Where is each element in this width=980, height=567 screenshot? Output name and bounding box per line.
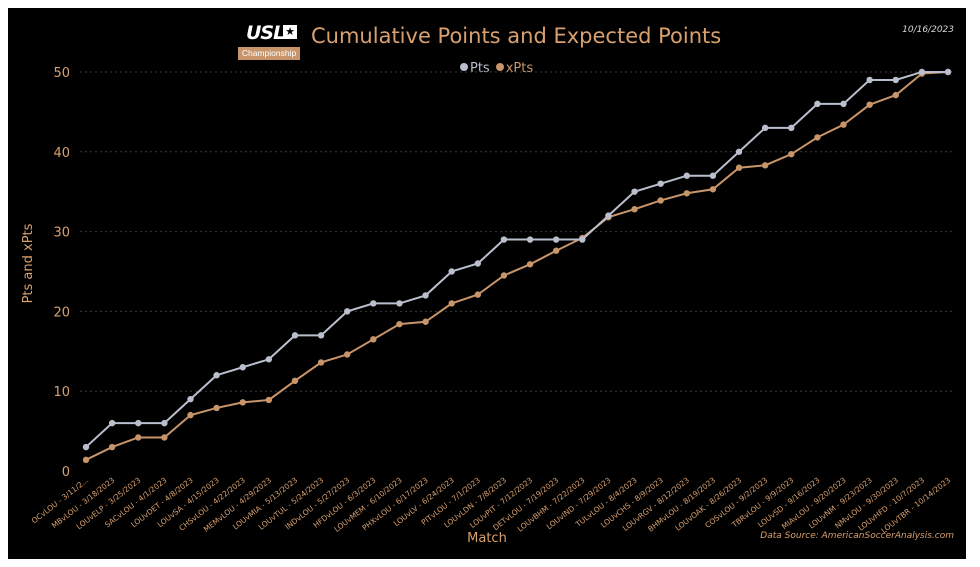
y-tick-label: 40 xyxy=(53,146,70,161)
data-point-pts xyxy=(135,419,142,427)
data-point-xpts xyxy=(370,336,377,343)
data-point-pts xyxy=(735,148,743,155)
data-point-xpts xyxy=(866,101,873,108)
y-tick-label: 10 xyxy=(53,385,70,400)
legend-item-pts: Pts xyxy=(460,61,490,76)
data-point-pts xyxy=(918,68,926,76)
chart-title: Cumulative Points and Expected Points xyxy=(311,24,722,48)
data-point-xpts xyxy=(657,197,664,204)
data-point-pts xyxy=(631,188,638,195)
data-point-pts xyxy=(526,236,534,243)
usl-logo-text: USL xyxy=(246,22,285,44)
data-point-pts xyxy=(814,100,821,108)
legend-dot-icon xyxy=(460,63,468,71)
data-point-xpts xyxy=(709,186,717,193)
data-point-pts xyxy=(657,180,664,187)
data-point-pts xyxy=(187,395,194,403)
data-point-pts xyxy=(213,372,220,379)
y-tick-label: 0 xyxy=(62,465,70,480)
legend-label: Pts xyxy=(470,61,490,76)
data-point-xpts xyxy=(683,190,690,197)
data-point-xpts xyxy=(448,300,455,307)
y-tick-label: 50 xyxy=(53,66,70,81)
data-point-pts xyxy=(265,356,273,363)
chart-frame: USL ★ Championship Cumulative Points and… xyxy=(8,8,966,559)
data-point-xpts xyxy=(474,291,482,298)
data-point-xpts xyxy=(317,359,325,366)
chart-date: 10/16/2023 xyxy=(902,25,954,35)
data-point-xpts xyxy=(108,443,116,451)
legend-dot-icon xyxy=(495,63,504,71)
championship-badge: Championship xyxy=(238,47,300,60)
data-point-xpts xyxy=(239,399,246,406)
data-point-xpts xyxy=(396,320,403,328)
data-point-pts xyxy=(709,172,717,179)
data-point-pts xyxy=(422,292,429,299)
data-point-pts xyxy=(552,236,560,243)
star-icon: ★ xyxy=(283,25,297,39)
data-point-xpts xyxy=(840,121,847,128)
data-point-pts xyxy=(944,68,952,76)
data-point-pts xyxy=(761,124,769,132)
data-point-pts xyxy=(683,172,690,179)
data-point-pts xyxy=(866,76,873,84)
data-point-pts xyxy=(448,268,455,275)
data-point-pts xyxy=(474,260,482,267)
data-point-pts xyxy=(892,76,899,84)
data-point-xpts xyxy=(265,396,273,404)
data-point-xpts xyxy=(82,456,90,464)
data-point-pts xyxy=(840,100,847,108)
data-point-xpts xyxy=(135,434,142,441)
data-point-xpts xyxy=(213,404,220,412)
data-point-xpts xyxy=(187,411,194,419)
y-axis-title: Pts and xPts xyxy=(21,223,36,303)
data-point-xpts xyxy=(344,351,351,358)
data-point-pts xyxy=(605,212,612,219)
usl-championship-logo: USL ★ Championship xyxy=(238,22,302,62)
data-point-xpts xyxy=(788,150,795,158)
data-point-pts xyxy=(788,124,795,132)
data-point-xpts xyxy=(761,162,769,169)
data-point-pts xyxy=(291,332,299,339)
data-point-xpts xyxy=(892,91,899,99)
data-point-xpts xyxy=(500,272,508,279)
data-point-pts xyxy=(161,419,168,427)
data-point-pts xyxy=(82,443,90,451)
data-source-note: Data Source: AmericanSoccerAnalysis.com xyxy=(760,531,954,541)
data-point-xpts xyxy=(735,164,743,171)
series-line-pts xyxy=(85,70,948,448)
data-point-pts xyxy=(579,236,586,243)
data-point-pts xyxy=(239,364,246,371)
y-tick-label: 30 xyxy=(53,226,70,241)
data-point-xpts xyxy=(631,206,638,213)
data-point-xpts xyxy=(814,134,821,141)
data-point-pts xyxy=(344,308,351,315)
y-tick-label: 20 xyxy=(53,305,70,320)
data-point-pts xyxy=(108,419,116,427)
series-line-xpts xyxy=(85,70,949,461)
data-point-pts xyxy=(500,236,508,243)
data-point-xpts xyxy=(526,261,534,268)
data-point-xpts xyxy=(161,434,168,441)
x-axis-title: Match xyxy=(467,531,507,546)
data-point-pts xyxy=(370,300,377,307)
data-point-pts xyxy=(396,300,403,307)
data-point-xpts xyxy=(552,247,560,254)
usl-wordmark: USL ★ xyxy=(246,22,302,44)
data-point-pts xyxy=(317,332,325,339)
data-point-xpts xyxy=(422,318,429,325)
data-point-xpts xyxy=(291,377,299,385)
